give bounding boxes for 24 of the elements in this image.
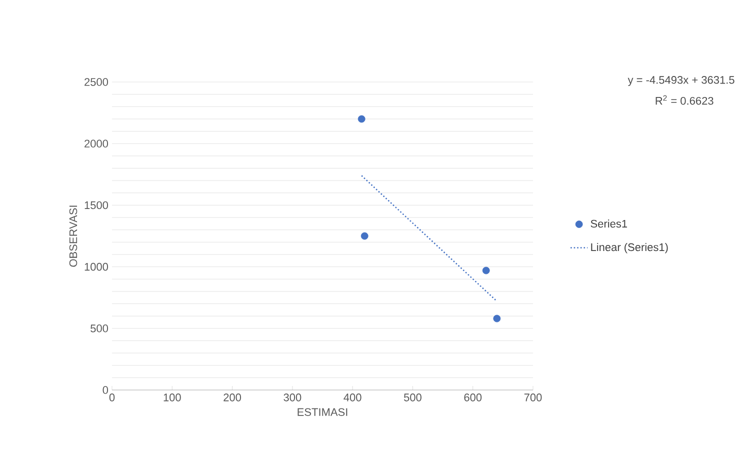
point xyxy=(360,232,368,240)
text: R$^{2}$ = 0.6623 xyxy=(656,95,714,105)
x-tick-label: 100 xyxy=(164,394,181,402)
y-tick-label: 2500 xyxy=(84,78,108,86)
x-tick-label: 600 xyxy=(464,394,482,402)
x-tick-label: 700 xyxy=(524,394,542,402)
x-axis-title: ESTIMASI xyxy=(298,408,348,416)
point xyxy=(358,115,366,123)
x-tick-label: 300 xyxy=(284,394,302,402)
point xyxy=(482,266,490,274)
legend-label: Linear (Series1) xyxy=(591,243,668,254)
point xyxy=(493,314,501,322)
x-tick-label: 400 xyxy=(344,394,362,402)
x-tick-label: 500 xyxy=(404,394,422,402)
y-tick-label: 0 xyxy=(102,386,108,394)
legend-label: Series1 xyxy=(590,220,628,228)
x-tick-label: 200 xyxy=(224,394,242,402)
y-tick-label: 1000 xyxy=(84,262,108,271)
y-axis-title: OBSERVASI xyxy=(69,206,78,267)
text: y = -4.5493x + 3631.5 xyxy=(628,76,734,86)
y-tick-label: 500 xyxy=(90,324,108,332)
y-tick-label: 1500 xyxy=(84,201,108,210)
y-tick-label: 2000 xyxy=(84,140,108,148)
x-tick-label: 0 xyxy=(109,394,115,402)
